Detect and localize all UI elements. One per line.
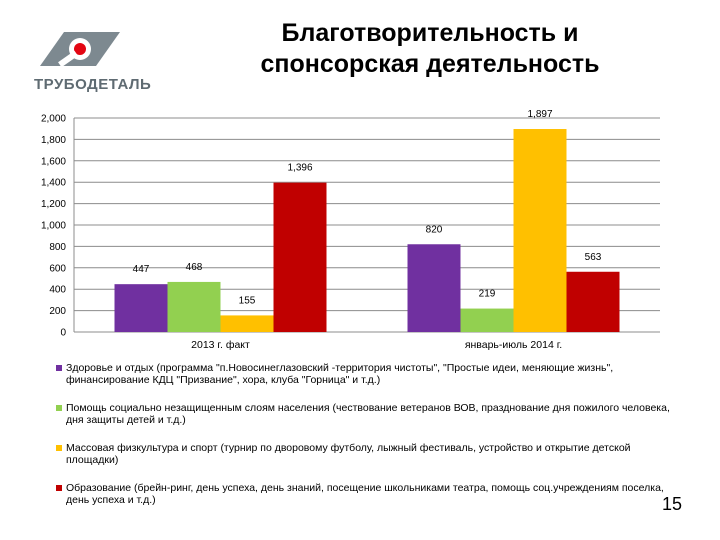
y-tick-label: 0 xyxy=(60,328,66,339)
legend-item: Образование (брейн-ринг, день успеха, де… xyxy=(56,482,676,506)
legend-item: Здоровье и отдых (программа "п.Новосинег… xyxy=(56,362,676,386)
y-tick-label: 400 xyxy=(49,285,66,296)
y-tick-label: 800 xyxy=(49,242,66,253)
logo-red-dot xyxy=(74,43,86,55)
page-number: 15 xyxy=(662,494,683,514)
bar xyxy=(167,281,221,332)
bar xyxy=(566,271,620,332)
legend-item: Помощь социально незащищенным слоям насе… xyxy=(56,402,676,426)
title-line-2: спонсорская деятельность xyxy=(260,50,600,78)
chart-legend: Здоровье и отдых (программа "п.Новосинег… xyxy=(56,362,676,506)
legend-swatch xyxy=(56,485,62,491)
data-label: 468 xyxy=(186,262,203,273)
legend-swatch xyxy=(56,365,62,371)
logo-text: ТРУБОДЕТАЛЬ xyxy=(34,76,152,93)
legend-label: Массовая физкультура и спорт (турнир по … xyxy=(66,442,631,466)
x-tick-label: 2013 г. факт xyxy=(191,339,250,351)
bar xyxy=(513,129,567,332)
data-label: 1,897 xyxy=(527,109,552,120)
bar xyxy=(460,308,514,332)
bar xyxy=(407,244,461,332)
y-tick-label: 600 xyxy=(49,263,66,274)
data-label: 820 xyxy=(426,224,443,235)
y-tick-label: 1,600 xyxy=(41,156,66,167)
bar xyxy=(273,182,327,332)
title-line-1: Благотворительность и xyxy=(281,19,579,47)
y-tick-label: 1,200 xyxy=(41,199,66,210)
data-label: 219 xyxy=(479,289,496,300)
legend-label: Здоровье и отдых (программа "п.Новосинег… xyxy=(66,362,614,386)
x-tick-label: январь-июль 2014 г. xyxy=(465,339,562,351)
logo-stripe xyxy=(58,50,78,68)
y-tick-label: 1,000 xyxy=(41,221,66,232)
y-tick-label: 1,800 xyxy=(41,135,66,146)
bar xyxy=(220,315,274,332)
bar-chart: 0 200 400 600 800 1,000 1,200 1,400 1,600 1,800 2,… xyxy=(41,109,660,351)
slide-title: Благотворительность и спонсорская деятел… xyxy=(215,18,645,80)
data-label: 155 xyxy=(239,295,256,306)
y-tick-label: 1,400 xyxy=(41,178,66,189)
data-label: 563 xyxy=(585,252,602,263)
legend-label: Образование (брейн-ринг, день успеха, де… xyxy=(66,482,664,506)
legend-label: Помощь социально незащищенным слоям насе… xyxy=(66,402,670,426)
company-logo xyxy=(40,32,120,68)
y-tick-label: 2,000 xyxy=(41,114,66,125)
bar xyxy=(114,284,168,332)
legend-swatch xyxy=(56,405,62,411)
legend-item: Массовая физкультура и спорт (турнир по … xyxy=(56,442,676,466)
data-label: 447 xyxy=(133,264,150,275)
data-label: 1,396 xyxy=(287,163,312,174)
y-tick-label: 200 xyxy=(49,306,66,317)
legend-swatch xyxy=(56,445,62,451)
